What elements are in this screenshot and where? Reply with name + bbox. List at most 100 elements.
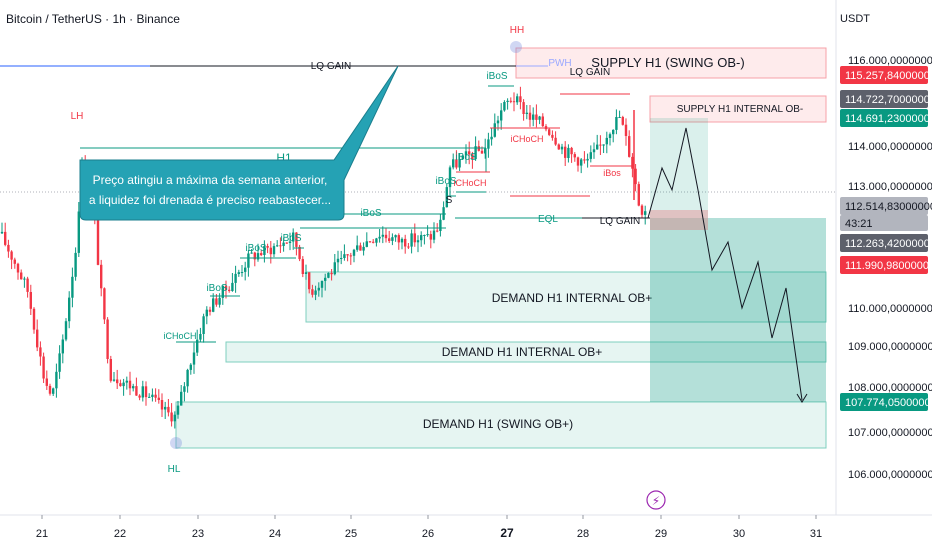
callout-text-line2: a liquidez foi drenada é preciso reabast… [89, 193, 331, 207]
candle-body [605, 137, 608, 145]
candle-body [42, 356, 45, 379]
candle-body [189, 364, 192, 370]
candle-body [644, 211, 647, 215]
candle-body [490, 136, 493, 140]
y-tick-label: 110.000,00000000 [848, 303, 932, 315]
candle-body [599, 144, 602, 146]
candle-body [215, 298, 218, 305]
candle-body [410, 233, 413, 247]
annotation-label-2: HH [510, 25, 524, 36]
x-tick-label: 30 [733, 528, 745, 540]
candle-body [135, 386, 138, 396]
x-tick-label: 28 [577, 528, 589, 540]
price-label-bg-2 [840, 109, 928, 127]
candle-body [528, 112, 532, 120]
candle-body [340, 258, 343, 259]
candle-body [266, 246, 269, 248]
candle-body [237, 272, 240, 274]
y-tick-label: 113.000,00000000 [848, 181, 932, 193]
candle-body [333, 262, 336, 275]
candle-body [560, 146, 564, 150]
candle-body [61, 339, 64, 354]
price-label-7: 107.774,05000000 [845, 397, 932, 409]
candle-body [484, 148, 487, 154]
price-label-6: 111.990,98000000 [845, 260, 932, 272]
annotation-label-1: HL [168, 464, 181, 475]
candle-body [423, 235, 426, 236]
candle-body [634, 168, 637, 185]
projection-path [647, 127, 803, 401]
zone-label-4: DEMAND H1 (SWING OB+) [423, 417, 573, 431]
candle-body [304, 272, 308, 274]
candle-body [0, 231, 4, 234]
candle-body [343, 254, 346, 258]
candle-body [74, 252, 77, 277]
candle-body [631, 156, 634, 169]
candle-body [16, 263, 20, 273]
candle-body [637, 184, 640, 206]
position-risk-box [650, 210, 708, 230]
x-tick-label: 26 [422, 528, 434, 540]
price-label-bg-6 [840, 256, 928, 274]
candle-body [352, 249, 356, 256]
candle-body [416, 240, 420, 243]
candle-body [295, 232, 298, 247]
candle-body [464, 151, 468, 156]
candle-body [141, 386, 144, 398]
candle-body [4, 231, 7, 245]
annotation-label-5: LQ GAIN [311, 61, 352, 72]
candle-body [522, 102, 525, 114]
annotation-label-19: iBos [603, 168, 621, 178]
annotation-label-12: iBoS [280, 233, 301, 244]
y-tick-label: 107.000,00000000 [848, 427, 932, 439]
candle-body [612, 129, 615, 135]
candle-body [554, 137, 557, 145]
x-tick-label: 25 [345, 528, 357, 540]
candle-body [218, 297, 221, 305]
candle-body [298, 246, 301, 260]
candle-body [480, 150, 484, 154]
zone-label-2: DEMAND H1 INTERNAL OB+ [492, 291, 653, 305]
candle-body [628, 136, 631, 157]
candle-body [327, 272, 330, 278]
candle-body [432, 230, 436, 240]
candle-body [119, 383, 122, 387]
candle-body [208, 309, 212, 312]
candle-body [196, 339, 199, 353]
candle-body [212, 298, 215, 312]
price-label-bg-1 [840, 90, 928, 108]
candle-body [458, 159, 461, 168]
candle-body [154, 394, 157, 398]
candle-body [506, 100, 509, 102]
candle-body [10, 251, 13, 260]
candle-body [55, 371, 58, 389]
candle-body [413, 233, 416, 243]
candle-body [372, 241, 375, 243]
candle-body [20, 272, 23, 280]
candle-body [221, 285, 224, 298]
candle-body [317, 287, 320, 291]
annotation-label-17: iCHoCH [510, 134, 543, 144]
candle-body [557, 144, 560, 150]
position-target-fill [650, 118, 708, 218]
zone-box-1 [649, 95, 827, 123]
candle-body [519, 96, 522, 103]
annotation-label-15: iBoS [455, 152, 476, 163]
candle-body [260, 253, 263, 256]
candle-body [96, 216, 100, 265]
candle-body [205, 309, 208, 317]
candle-body [29, 292, 32, 309]
candle-body [615, 117, 618, 130]
projection-arrowhead [796, 393, 808, 403]
candle-body [583, 159, 586, 161]
candle-body [263, 246, 266, 255]
candle-body [183, 386, 186, 392]
candle-body [23, 278, 26, 280]
candle-body [359, 245, 362, 251]
candle-body [468, 151, 471, 155]
candle-body [516, 96, 519, 103]
candle-body [112, 379, 116, 381]
candle-body [253, 252, 256, 260]
candle-body [618, 117, 621, 118]
